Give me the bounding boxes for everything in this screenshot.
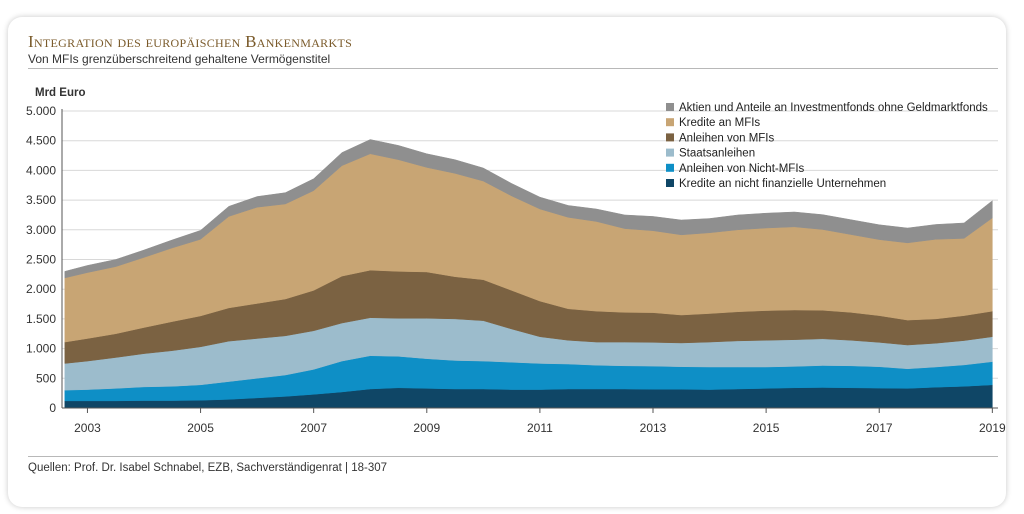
legend: Aktien und Anteile an Investmentfonds oh…: [666, 102, 988, 190]
y-tick-label: 5.000: [26, 104, 56, 118]
x-tick-label: 2019: [979, 421, 1006, 435]
area-series: [64, 139, 993, 409]
footer-divider: [28, 456, 998, 457]
x-axis-ticks: 2003 2005 2007 2009 2011 2013 2015 2017 2019: [74, 408, 1006, 435]
legend-swatch: [666, 163, 674, 172]
legend-swatch: [666, 133, 674, 142]
x-tick-label: 2005: [187, 421, 214, 435]
y-tick-label: 1.000: [26, 342, 56, 356]
legend-swatch: [666, 118, 674, 127]
legend-label: Kredite an nicht finanzielle Unternehmen: [679, 178, 886, 190]
x-tick-label: 2015: [753, 421, 780, 435]
chart-subtitle: Von MFIs grenzüberschreitend gehaltene V…: [28, 52, 331, 66]
x-tick-label: 2011: [527, 421, 553, 435]
y-tick-label: 3.500: [26, 193, 56, 207]
x-tick-label: 2017: [866, 421, 893, 435]
y-axis-unit-label: Mrd Euro: [35, 87, 85, 99]
legend-swatch: [666, 103, 674, 111]
axes: [61, 109, 998, 409]
x-tick-label: 2003: [74, 421, 101, 435]
chart-title: Integration des europäischen Bankenmarkt…: [28, 32, 353, 51]
source-note: Quellen: Prof. Dr. Isabel Schnabel, EZB,…: [28, 462, 388, 474]
y-tick-label: 4.000: [26, 163, 56, 177]
y-tick-label: 500: [36, 371, 56, 385]
y-tick-label: 0: [49, 401, 56, 415]
legend-label: Anleihen von MFIs: [679, 132, 774, 144]
title-divider: [28, 68, 998, 69]
y-tick-label: 2.000: [26, 282, 56, 296]
y-tick-label: 1.500: [26, 312, 56, 326]
legend-label: Anleihen von Nicht-MFIs: [679, 163, 805, 175]
legend-swatch: [666, 179, 674, 187]
y-tick-label: 4.500: [26, 134, 56, 148]
y-axis-ticks: 0 500 1.000 1.500 2.000 2.500 3.000 3.500 4.000 4…: [26, 104, 56, 415]
legend-swatch: [666, 148, 674, 157]
y-tick-label: 2.500: [26, 253, 56, 267]
y-tick-label: 3.000: [26, 223, 56, 237]
x-tick-label: 2013: [640, 421, 667, 435]
legend-label: Staatsanleihen: [679, 148, 755, 160]
area-series-6: [64, 139, 993, 279]
x-tick-label: 2007: [300, 421, 327, 435]
legend-label: Kredite an MFIs: [679, 117, 760, 129]
x-tick-label: 2009: [413, 421, 440, 435]
legend-label: Aktien und Anteile an Investmentfonds oh…: [679, 102, 988, 114]
